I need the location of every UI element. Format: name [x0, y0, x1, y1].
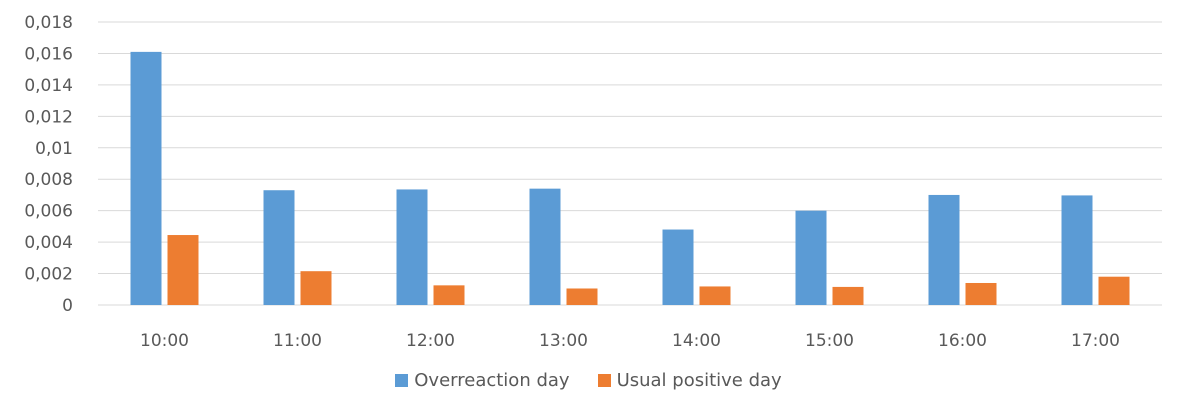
bar-usual-13:00 — [566, 288, 598, 305]
bar-overreaction-12:00 — [396, 189, 428, 305]
legend-label-overreaction: Overreaction day — [414, 370, 570, 391]
x-tick-label: 12:00 — [406, 331, 455, 351]
bar-usual-16:00 — [965, 282, 997, 305]
y-tick-label: 0,004 — [24, 233, 73, 253]
legend-item-usual: Usual positive day — [597, 370, 782, 391]
bar-overreaction-16:00 — [928, 194, 960, 305]
legend: Overreaction day Usual positive day — [0, 370, 1177, 391]
bar-usual-15:00 — [832, 286, 864, 305]
legend-label-usual: Usual positive day — [616, 370, 782, 391]
x-tick-label: 17:00 — [1071, 331, 1120, 351]
y-tick-label: 0 — [62, 296, 73, 316]
x-tick-label: 11:00 — [273, 331, 322, 351]
bar-usual-12:00 — [433, 285, 465, 305]
bar-usual-14:00 — [699, 286, 731, 305]
x-tick-label: 15:00 — [805, 331, 854, 351]
bar-usual-10:00 — [167, 235, 199, 305]
y-tick-label: 0,018 — [24, 13, 73, 33]
bar-usual-11:00 — [300, 271, 332, 305]
y-tick-label: 0,012 — [24, 107, 73, 127]
x-tick-label: 10:00 — [140, 331, 189, 351]
bar-overreaction-13:00 — [529, 188, 561, 305]
bar-overreaction-14:00 — [662, 229, 694, 305]
bar-overreaction-10:00 — [130, 51, 162, 305]
y-tick-label: 0,014 — [24, 76, 73, 96]
bar-overreaction-17:00 — [1061, 195, 1093, 305]
bar-overreaction-11:00 — [263, 190, 295, 305]
bars — [130, 51, 1130, 305]
x-tick-label: 16:00 — [938, 331, 987, 351]
x-axis-ticks: 10:00 11:00 12:00 13:00 14:00 15:00 16:00 17:00 — [140, 331, 1120, 351]
bar-overreaction-15:00 — [795, 210, 827, 305]
legend-swatch-overreaction — [395, 374, 409, 387]
y-tick-label: 0,002 — [24, 265, 73, 285]
legend-item-overreaction: Overreaction day — [395, 370, 570, 391]
y-tick-label: 0,01 — [35, 139, 73, 159]
x-tick-label: 13:00 — [539, 331, 588, 351]
x-tick-label: 14:00 — [672, 331, 721, 351]
y-tick-label: 0,008 — [24, 170, 73, 190]
y-tick-label: 0,006 — [24, 202, 73, 222]
legend-swatch-usual — [597, 374, 611, 387]
bar-usual-17:00 — [1098, 276, 1130, 305]
y-axis-ticks: 0 0,002 0,004 0,006 0,008 0,01 0,012 0,014 0,016… — [24, 13, 73, 316]
y-tick-label: 0,016 — [24, 44, 73, 64]
gridlines — [98, 21, 1162, 306]
